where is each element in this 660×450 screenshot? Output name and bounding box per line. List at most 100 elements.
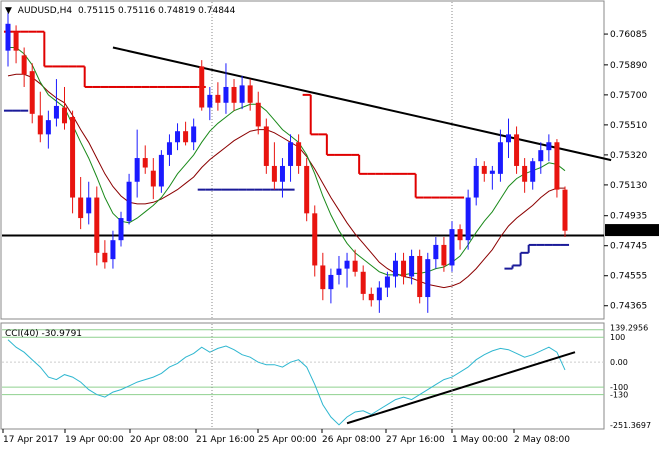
candle-body <box>255 102 261 127</box>
candle-body <box>417 255 423 298</box>
candle-body <box>409 255 415 277</box>
candle-body <box>433 244 439 260</box>
candle-body <box>530 161 536 182</box>
candle-body <box>70 116 76 198</box>
price-tick-label: 0.76085 <box>610 30 647 40</box>
candle-body <box>166 142 172 155</box>
candle-body <box>457 229 463 241</box>
time-tick-label: 19 Apr 00:00 <box>65 435 124 445</box>
candle-body <box>441 244 447 266</box>
cci-marks <box>2 324 604 428</box>
time-tick-label: 20 Apr 08:00 <box>130 435 189 445</box>
cci-tick-label: 139.2956 <box>610 323 648 332</box>
price-tick-label: 0.74935 <box>610 212 647 222</box>
candle-body <box>344 260 350 269</box>
candle-body <box>158 154 164 187</box>
cci-tick-label: -130 <box>610 391 628 400</box>
cci-header: CCI(40) -30.9791 <box>5 329 82 339</box>
last-price-label: 0.74844 <box>609 226 646 236</box>
price-tick-label: 0.75700 <box>610 91 647 101</box>
price-panel <box>0 0 605 320</box>
cci-tick-label: 0.00 <box>610 358 628 367</box>
cci-panel <box>0 322 605 430</box>
candle-body <box>360 271 366 294</box>
candle-body <box>53 105 59 119</box>
price-tick-label: 0.75890 <box>610 61 647 71</box>
candle-body <box>142 158 148 168</box>
candle-body <box>368 293 374 301</box>
candle-body <box>465 197 471 241</box>
candle-body <box>199 66 205 108</box>
cci-line <box>7 339 566 426</box>
candle-body <box>21 55 27 75</box>
candle-body <box>497 142 503 174</box>
candle-body <box>239 85 245 103</box>
ohlc-values: 0.75115 0.75116 0.74819 0.74844 <box>78 6 236 16</box>
candle-body <box>134 158 140 182</box>
candle-body <box>384 276 390 288</box>
cci-tick-label: -251.3697 <box>610 421 651 430</box>
time-tick-label: 21 Apr 16:00 <box>196 435 255 445</box>
cci-tick-label: -100 <box>610 383 628 392</box>
candle-body <box>538 150 544 162</box>
time-tick-label: 17 Apr 2017 <box>3 435 59 445</box>
price-tick-label: 0.75320 <box>610 151 647 161</box>
candle-body <box>126 181 132 222</box>
candle-body <box>425 259 431 298</box>
sma-slow-line <box>7 73 565 289</box>
candle-body <box>312 213 318 266</box>
candle-body <box>505 134 511 143</box>
candle-body <box>481 165 487 174</box>
cci-trendline <box>346 351 576 425</box>
candle-body <box>215 94 221 103</box>
candle-body <box>288 142 294 166</box>
candle-body <box>320 265 326 290</box>
candle-body <box>263 126 269 166</box>
candle-body <box>449 229 455 266</box>
candle-body <box>352 260 358 272</box>
price-tick-label: 0.75130 <box>610 181 647 191</box>
candle-body <box>392 260 398 277</box>
candle-body <box>376 287 382 301</box>
candle-body <box>86 197 92 214</box>
candle-body <box>271 165 277 182</box>
candle-body <box>207 94 213 108</box>
sma-fast-line <box>8 47 566 276</box>
collapse-arrow-icon[interactable]: ▼ <box>5 6 12 16</box>
price-tick-label: 0.74555 <box>610 272 647 282</box>
candle-body <box>62 107 68 124</box>
candle-body <box>118 218 124 241</box>
candle-body <box>304 165 310 214</box>
candle-body <box>94 197 100 253</box>
resistance-trendline <box>112 46 612 162</box>
price-tick-label: 0.75510 <box>610 121 647 131</box>
candle-body <box>175 131 181 143</box>
time-axis: 17 Apr 2017 19 Apr 00:00 20 Apr 08:00 21 Ap… <box>2 429 570 445</box>
time-tick-label: 26 Apr 08:00 <box>322 435 381 445</box>
last-price-box <box>605 224 659 237</box>
candle-body <box>150 170 156 187</box>
cci-tick-label: 100 <box>610 333 625 342</box>
candle-body <box>473 165 479 198</box>
candle-body <box>102 252 108 263</box>
candle-body <box>562 189 568 231</box>
candle-body <box>223 86 229 103</box>
candle-body <box>110 240 116 260</box>
symbol-label: AUDUSD,H4 <box>18 6 73 16</box>
candle-body <box>13 31 19 51</box>
candle-body <box>514 134 520 166</box>
candle-body <box>489 170 495 174</box>
candle-body <box>522 165 528 182</box>
candle-body <box>29 71 35 114</box>
candle-body <box>328 274 334 290</box>
time-tick-label: 2 May 08:00 <box>514 435 570 445</box>
candle-body <box>247 85 253 103</box>
candle-body <box>183 131 189 143</box>
price-marks <box>2 12 612 313</box>
time-tick-label: 1 May 00:00 <box>452 435 508 445</box>
candle-body <box>231 86 237 103</box>
candle-body <box>279 165 285 182</box>
price-tick-label: 0.74365 <box>610 302 647 312</box>
